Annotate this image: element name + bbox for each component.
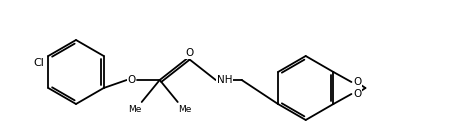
- Text: O: O: [353, 89, 362, 99]
- Text: NH: NH: [217, 75, 232, 85]
- Text: Me: Me: [178, 105, 191, 114]
- Text: Me: Me: [128, 105, 142, 114]
- Text: O: O: [128, 75, 136, 85]
- Text: O: O: [353, 77, 362, 87]
- Text: Cl: Cl: [33, 58, 44, 68]
- Text: O: O: [186, 48, 194, 58]
